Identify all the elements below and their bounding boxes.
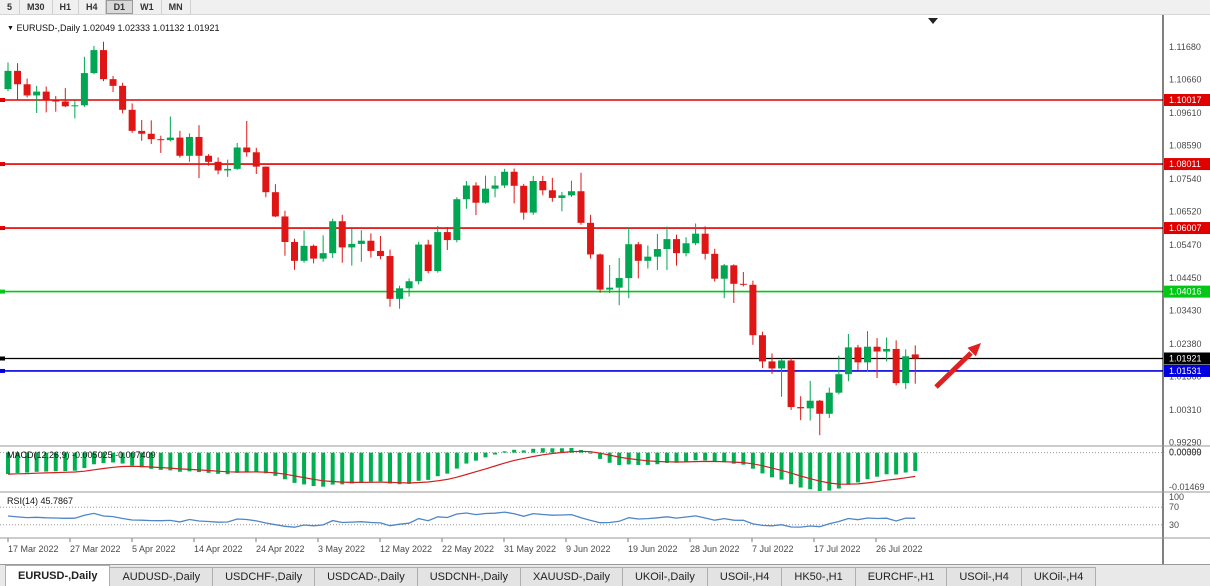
line-anchor — [0, 162, 5, 167]
date-axis-label: 17 Jul 2022 — [814, 544, 861, 554]
macd-signal-line — [7, 450, 916, 485]
price-badge-1.01531 — [1164, 364, 1210, 377]
price-axis-label: 1.04450 — [1169, 273, 1202, 283]
timeframe-toolbar: 5 M30 H1 H4 D1 W1 MN — [0, 0, 1210, 15]
chart-tab-hk50-h1-8[interactable]: HK50-,H1 — [781, 567, 856, 586]
price-axis-label: 1.08590 — [1169, 141, 1202, 151]
candlestick-series — [4, 41, 919, 436]
price-axis-label: 0.99290 — [1169, 438, 1202, 448]
chart-tab-audusd-daily-1[interactable]: AUDUSD-,Daily — [109, 567, 214, 586]
date-axis-label: 24 Apr 2022 — [256, 544, 305, 554]
time-axis[interactable]: 17 Mar 2022 27 Mar 2022 5 Apr 2022 14 Apr 2… — [7, 538, 923, 554]
svg-text:30: 30 — [1169, 520, 1179, 530]
date-axis-label: 26 Jul 2022 — [876, 544, 923, 554]
date-axis-label: 22 May 2022 — [442, 544, 494, 554]
price-badge-1.08011 — [1164, 158, 1210, 171]
rsi-pane — [0, 506, 1163, 528]
line-anchor — [0, 356, 5, 361]
svg-text:1.01531: 1.01531 — [1169, 366, 1202, 376]
price-axis-label: 1.02380 — [1169, 339, 1202, 349]
price-badge-1.04016 — [1164, 285, 1210, 298]
chart-tab-usdcad-daily-3[interactable]: USDCAD-,Daily — [314, 567, 418, 586]
svg-text:-0.01469: -0.01469 — [1169, 482, 1205, 492]
date-axis-label: 19 Jun 2022 — [628, 544, 678, 554]
svg-text:0.00399: 0.00399 — [1169, 447, 1202, 457]
date-axis-label: 5 Apr 2022 — [132, 544, 176, 554]
timeframe-button-mn[interactable]: MN — [161, 0, 191, 14]
macd-value-2: -0.007409 — [115, 450, 156, 460]
chart-title-symbol: EURUSD-,Daily — [16, 23, 80, 33]
line-anchor — [0, 226, 5, 231]
chart-tab-xauusd-daily-5[interactable]: XAUUSD-,Daily — [519, 567, 623, 586]
price-badge-1.01921 — [1164, 352, 1210, 365]
price-axis-label: 1.10660 — [1169, 74, 1202, 84]
price-axis-label: 1.05470 — [1169, 240, 1202, 250]
timeframe-button-w1[interactable]: W1 — [133, 0, 162, 14]
chart-title-ohlc: 1.02049 1.02333 1.01132 1.01921 — [82, 23, 220, 33]
rsi-name: RSI(14) — [7, 496, 39, 506]
rsi-indicator-label: RSI(14) 45.7867 — [7, 496, 73, 506]
chart-tab-eurchf-h1-9[interactable]: EURCHF-,H1 — [854, 567, 948, 586]
chart-shift-marker-icon[interactable] — [928, 18, 938, 24]
rsi-value: 45.7867 — [40, 496, 74, 506]
chart-tab-ukoil-daily-6[interactable]: UKOil-,Daily — [621, 567, 708, 586]
price-badge-1.06007 — [1164, 222, 1210, 235]
price-axis-label: 1.06520 — [1169, 207, 1202, 217]
line-anchor — [0, 98, 5, 102]
macd-value-1: -0.005025 — [72, 450, 113, 460]
svg-text:0.00000: 0.00000 — [1169, 448, 1202, 458]
svg-text:1.06007: 1.06007 — [1169, 223, 1202, 233]
date-axis-label: 3 May 2022 — [318, 544, 365, 554]
chart-window[interactable]: 1.11680 1.10660 1.09610 1.08590 1.07540 1.065… — [0, 15, 1210, 564]
price-axis[interactable]: 1.11680 1.10660 1.09610 1.08590 1.07540 1.065… — [1162, 15, 1210, 564]
date-axis-label: 27 Mar 2022 — [70, 544, 121, 554]
chart-tab-usdcnh-daily-4[interactable]: USDCNH-,Daily — [416, 567, 521, 586]
date-axis-label: 14 Apr 2022 — [194, 544, 243, 554]
macd-pane — [0, 448, 1163, 491]
date-axis-label: 17 Mar 2022 — [8, 544, 59, 554]
chart-tab-eurusd-daily-0[interactable]: EURUSD-,Daily — [5, 565, 111, 586]
macd-name: MACD(12,26,9) — [7, 450, 70, 460]
price-axis-label: 1.09610 — [1169, 108, 1202, 118]
line-anchor — [0, 368, 5, 373]
timeframe-button-m30[interactable]: M30 — [20, 0, 53, 14]
price-axis-label: 1.03430 — [1169, 305, 1202, 315]
timeframe-button-5[interactable]: 5 — [0, 0, 21, 14]
date-axis-label: 9 Jun 2022 — [566, 544, 611, 554]
svg-text:1.04016: 1.04016 — [1169, 287, 1202, 297]
svg-text:70: 70 — [1169, 502, 1179, 512]
svg-text:100: 100 — [1169, 492, 1184, 502]
date-axis-label: 7 Jul 2022 — [752, 544, 794, 554]
chart-tab-ukoil-h4-11[interactable]: UKOil-,H4 — [1020, 567, 1097, 586]
date-axis-label: 12 May 2022 — [380, 544, 432, 554]
price-axis-label: 1.07540 — [1169, 174, 1202, 184]
rsi-line — [7, 511, 916, 528]
date-axis-label: 28 Jun 2022 — [690, 544, 740, 554]
svg-text:1.01921: 1.01921 — [1169, 354, 1202, 364]
line-anchor — [0, 289, 5, 294]
timeframe-button-d1[interactable]: D1 — [105, 0, 134, 14]
chart-tab-usoil-h4-7[interactable]: USOil-,H4 — [706, 567, 783, 586]
svg-text:1.08011: 1.08011 — [1169, 159, 1201, 169]
macd-indicator-label: MACD(12,26,9) -0.005025 -0.007409 — [7, 450, 156, 460]
chart-canvas[interactable]: 1.11680 1.10660 1.09610 1.08590 1.07540 1.065… — [0, 15, 1210, 564]
price-badge-1.10017 — [1164, 94, 1210, 106]
timeframe-button-h4[interactable]: H4 — [79, 0, 106, 14]
symbol-menu-triangle-icon: ▼ — [7, 25, 14, 32]
trend-arrow[interactable] — [934, 343, 981, 389]
horizontal-lines-layer[interactable] — [0, 98, 1163, 373]
chart-tab-usoil-h4-10[interactable]: USOil-,H4 — [946, 567, 1022, 586]
price-axis-label: 1.11680 — [1169, 42, 1201, 52]
timeframe-button-h1[interactable]: H1 — [52, 0, 80, 14]
chart-tab-usdchf-daily-2[interactable]: USDCHF-,Daily — [212, 567, 316, 586]
svg-text:1.10017: 1.10017 — [1169, 95, 1202, 105]
date-axis-label: 31 May 2022 — [504, 544, 556, 554]
price-axis-label: 1.00310 — [1169, 405, 1202, 415]
chart-tabs-bar: EURUSD-,Daily AUDUSD-,Daily USDCHF-,Daily U… — [0, 564, 1210, 586]
chart-title: ▼ EURUSD-,Daily 1.02049 1.02333 1.01132 … — [7, 23, 219, 33]
